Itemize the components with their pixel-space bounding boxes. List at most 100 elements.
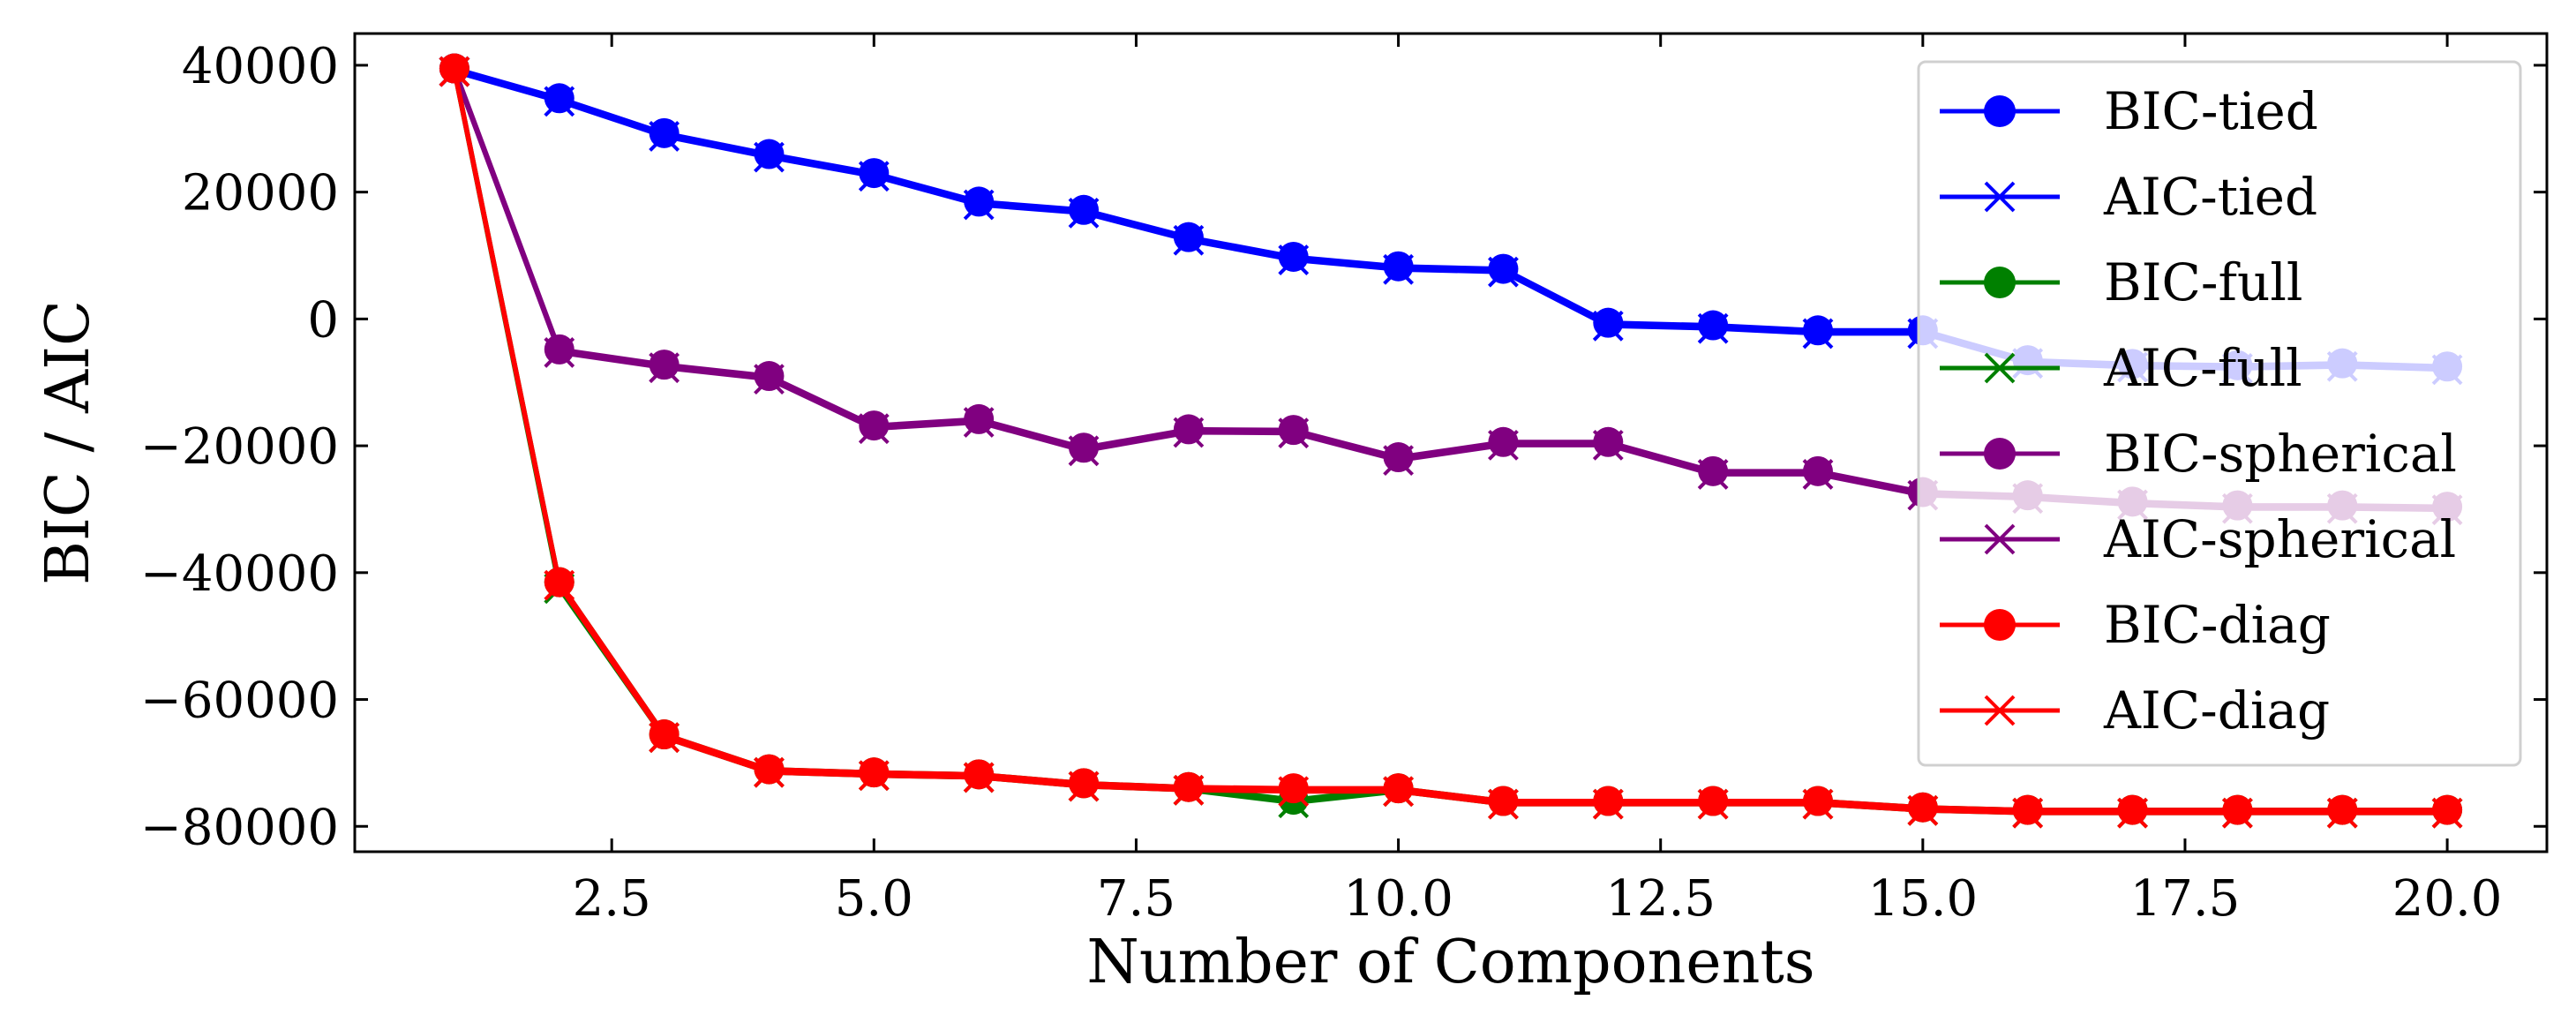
data-point bbox=[1593, 786, 1624, 816]
plot-frame bbox=[353, 32, 2549, 853]
data-point bbox=[964, 186, 995, 217]
data-point bbox=[1383, 445, 1414, 477]
data-point bbox=[2326, 797, 2358, 829]
data-point bbox=[754, 756, 785, 788]
data-point bbox=[858, 760, 890, 792]
legend-entry-aic-diag: AIC-diag bbox=[1940, 680, 2330, 741]
legend-label: BIC-spherical bbox=[2104, 424, 2457, 484]
data-point bbox=[1173, 771, 1204, 802]
y-tick-label: −60000 bbox=[140, 673, 339, 730]
y-tick-label: −80000 bbox=[140, 799, 339, 856]
legend-label: BIC-tied bbox=[2104, 81, 2318, 141]
data-point bbox=[1068, 771, 1100, 802]
data-point bbox=[859, 158, 890, 189]
data-point bbox=[754, 139, 785, 169]
data-point bbox=[1698, 786, 1729, 816]
x-tick-label: 7.5 bbox=[1097, 870, 1175, 928]
data-point bbox=[1173, 222, 1204, 252]
data-point bbox=[1383, 253, 1414, 285]
data-point bbox=[439, 56, 470, 87]
legend-label: AIC-spherical bbox=[2103, 509, 2456, 569]
data-point bbox=[1592, 310, 1624, 342]
y-tick-label: 0 bbox=[307, 291, 339, 349]
x-tick-label: 2.5 bbox=[573, 870, 651, 928]
data-point bbox=[1697, 312, 1729, 344]
data-point bbox=[2431, 797, 2463, 829]
data-point bbox=[1383, 442, 1414, 473]
legend-marker bbox=[1984, 695, 2016, 726]
legend-marker bbox=[1984, 523, 2016, 555]
data-point bbox=[859, 410, 890, 441]
data-point bbox=[649, 352, 680, 384]
data-point bbox=[2117, 797, 2148, 829]
data-point bbox=[1802, 459, 1834, 490]
data-point bbox=[1278, 244, 1310, 275]
legend-label: BIC-diag bbox=[2104, 595, 2331, 655]
series-line-bic-diag bbox=[452, 68, 2448, 813]
data-point bbox=[1802, 788, 1834, 820]
y-tick-label: −20000 bbox=[140, 418, 339, 476]
y-tick-label: 40000 bbox=[182, 38, 339, 95]
data-point bbox=[1698, 455, 1729, 486]
legend-marker bbox=[1984, 267, 2016, 298]
data-point bbox=[859, 757, 890, 788]
x-tick-label: 17.5 bbox=[2130, 870, 2241, 928]
legend-label: AIC-tied bbox=[2103, 167, 2317, 227]
series-aic-diag bbox=[439, 56, 2463, 829]
data-point bbox=[1907, 792, 1938, 823]
data-point bbox=[649, 350, 680, 380]
data-point bbox=[2222, 794, 2253, 825]
y-tick-label: −40000 bbox=[140, 545, 339, 603]
x-tick-label: 12.5 bbox=[1605, 870, 1716, 928]
data-point bbox=[963, 189, 995, 221]
data-point bbox=[544, 337, 575, 368]
data-point bbox=[1278, 417, 1310, 449]
data-point bbox=[1802, 318, 1834, 350]
data-point bbox=[2012, 794, 2043, 825]
data-point bbox=[1593, 307, 1624, 338]
y-axis-title: BIC / AIC bbox=[34, 300, 103, 585]
legend-marker bbox=[1984, 352, 2016, 384]
x-tick-label: 20.0 bbox=[2392, 870, 2503, 928]
legend-marker bbox=[1984, 609, 2016, 641]
data-point bbox=[1802, 786, 1833, 816]
data-point bbox=[2432, 794, 2463, 825]
data-point bbox=[544, 569, 575, 601]
data-point bbox=[1488, 786, 1519, 816]
data-point bbox=[2012, 797, 2044, 829]
data-point bbox=[1697, 788, 1729, 820]
data-point bbox=[1383, 251, 1414, 282]
data-point bbox=[2117, 794, 2148, 825]
data-point bbox=[1068, 435, 1100, 467]
data-point bbox=[1592, 788, 1624, 820]
data-point bbox=[1698, 310, 1729, 341]
legend-marker bbox=[1984, 181, 2016, 213]
data-point bbox=[1488, 256, 1519, 288]
legend-entry-bic-diag: BIC-diag bbox=[1940, 595, 2331, 655]
data-point bbox=[964, 759, 995, 790]
data-point bbox=[858, 161, 890, 192]
legend-label: BIC-full bbox=[2104, 252, 2302, 312]
legend-entry-aic-tied: AIC-tied bbox=[1940, 167, 2317, 227]
series-bic-diag bbox=[439, 53, 2463, 825]
data-point bbox=[1173, 414, 1204, 445]
legend-entry-bic-full: BIC-full bbox=[1940, 252, 2302, 312]
data-point bbox=[754, 141, 785, 173]
data-point bbox=[2327, 794, 2358, 825]
data-point bbox=[1802, 315, 1833, 346]
data-point bbox=[1488, 788, 1519, 820]
legend-entry-bic-tied: BIC-tied bbox=[1940, 81, 2318, 141]
data-point bbox=[1383, 776, 1414, 808]
data-point bbox=[1068, 197, 1100, 229]
y-tick-label: 20000 bbox=[182, 165, 339, 222]
data-point bbox=[649, 722, 680, 754]
data-point bbox=[1802, 455, 1833, 486]
data-point bbox=[1278, 773, 1309, 804]
data-point bbox=[649, 117, 680, 148]
data-point bbox=[1488, 426, 1519, 457]
data-point bbox=[1592, 429, 1624, 461]
x-tick-label: 5.0 bbox=[835, 870, 913, 928]
data-point bbox=[1278, 415, 1309, 446]
data-point bbox=[964, 403, 995, 434]
data-point bbox=[544, 86, 575, 117]
